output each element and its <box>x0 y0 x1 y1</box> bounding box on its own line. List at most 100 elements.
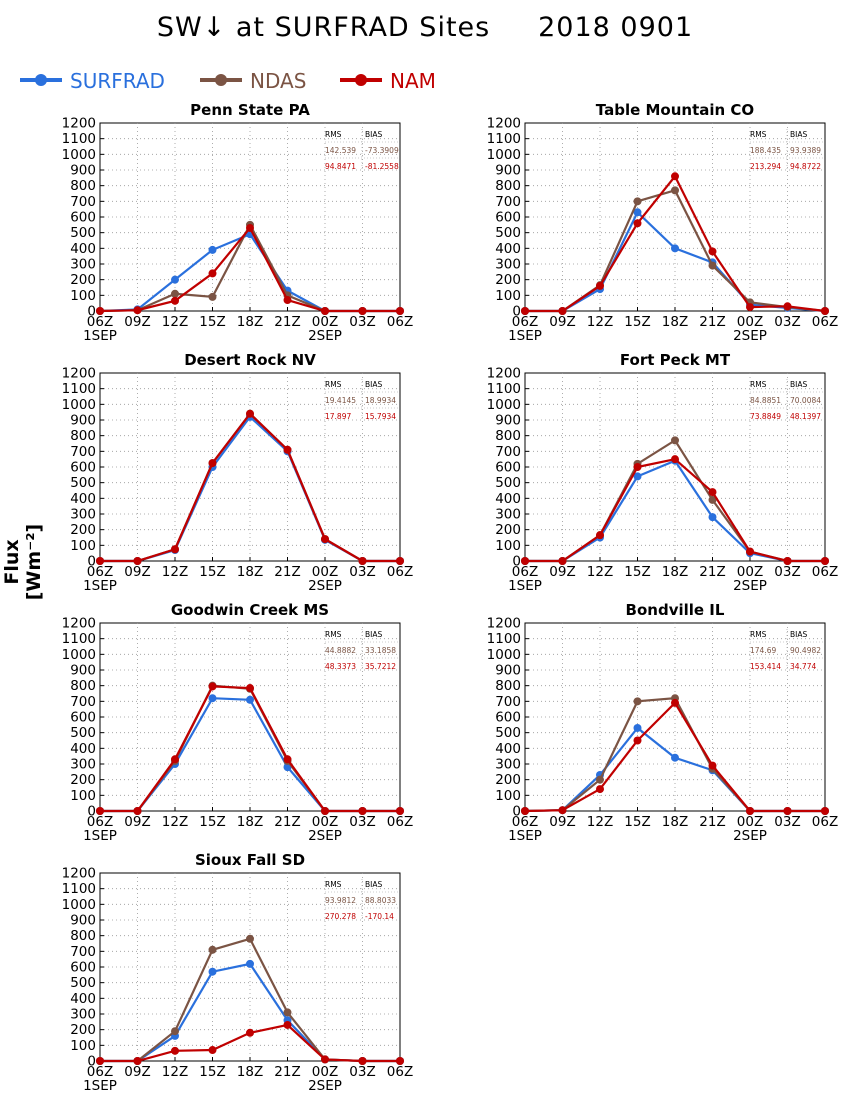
series-nam <box>96 409 404 565</box>
data-point <box>633 459 642 468</box>
series-ndas <box>521 436 829 565</box>
y-tick-label: 800 <box>495 678 521 694</box>
y-tick-label: 300 <box>70 257 96 273</box>
legend-label: NAM <box>390 69 436 93</box>
stats-nam-bias: 34.774 <box>790 662 816 671</box>
data-point <box>96 557 104 565</box>
data-point <box>521 307 529 315</box>
y-tick-label: 100 <box>495 788 521 804</box>
x-tick-label: 00Z <box>312 814 338 830</box>
data-point <box>671 698 679 707</box>
data-point <box>708 258 717 267</box>
x-tick-label: 12Z <box>587 814 613 830</box>
data-point <box>283 447 292 456</box>
series-line <box>525 189 826 313</box>
x-date-label: 1SEP <box>83 578 117 594</box>
data-point <box>283 1020 292 1029</box>
data-point <box>321 307 329 315</box>
legend-marker <box>215 74 227 86</box>
x-tick-label: 00Z <box>312 564 338 580</box>
series-line <box>100 697 400 813</box>
data-point <box>558 307 567 315</box>
data-point <box>396 307 404 315</box>
stats-nam-bias: -170.14 <box>365 912 394 921</box>
y-tick-label: 1000 <box>62 897 96 913</box>
x-tick-label: 18Z <box>237 814 263 830</box>
y-tick-label: 0 <box>87 304 96 320</box>
y-tick-label: 300 <box>70 1007 96 1023</box>
data-point <box>746 807 754 815</box>
stats-header: RMS <box>325 130 342 139</box>
series-nam <box>96 1020 404 1065</box>
x-tick-label: 00Z <box>737 564 763 580</box>
y-tick-label: 1000 <box>487 397 521 413</box>
plot-frame <box>99 622 401 812</box>
data-point <box>783 557 792 565</box>
data-point <box>246 409 254 418</box>
data-point <box>133 557 142 565</box>
x-tick-label: 18Z <box>237 1064 263 1080</box>
stats-nam-rms: 270.278 <box>325 912 356 921</box>
data-point <box>358 1057 367 1065</box>
legend-marker <box>35 74 47 86</box>
data-point <box>96 807 104 815</box>
y-tick-label: 500 <box>495 475 521 491</box>
y-tick-label: 0 <box>87 554 96 570</box>
x-date-label: 2SEP <box>733 328 767 344</box>
y-tick-label: 900 <box>70 163 96 179</box>
stats-nam-rms: 153.414 <box>750 662 781 671</box>
data-point <box>671 186 679 195</box>
y-tick-label: 0 <box>512 554 521 570</box>
chart-title: Penn State PA <box>190 101 310 119</box>
data-point <box>708 764 717 773</box>
x-tick-label: 00Z <box>312 1064 338 1080</box>
stats-ndas-rms: 84.8851 <box>750 396 781 405</box>
stats-nam-bias: 48.1397 <box>790 412 821 421</box>
legend-label: NDAS <box>250 69 306 93</box>
series-surfrad <box>521 456 829 565</box>
data-point <box>283 445 292 454</box>
data-point <box>671 244 679 253</box>
series-surfrad <box>521 723 829 815</box>
y-tick-label: 900 <box>495 163 521 179</box>
data-point <box>783 807 792 815</box>
series-ndas <box>96 934 404 1065</box>
data-point <box>633 208 642 217</box>
y-tick-label: 700 <box>495 194 521 210</box>
data-point <box>246 934 254 943</box>
chart-table-mountain-co: Table Mountain CO 01002003004005006007008… <box>487 101 839 344</box>
plot-frame <box>524 372 826 562</box>
x-tick-label: 00Z <box>737 314 763 330</box>
chart-fort-peck-mt: Fort Peck MT 0100200300400500600700800900… <box>487 351 839 594</box>
data-point <box>133 557 142 565</box>
data-point <box>708 488 717 497</box>
x-tick-label: 09Z <box>549 814 575 830</box>
data-point <box>171 756 179 765</box>
data-point <box>283 763 292 772</box>
data-point <box>283 1008 292 1017</box>
data-point <box>321 535 329 544</box>
x-tick-label: 18Z <box>662 564 688 580</box>
data-point <box>171 289 179 298</box>
data-point <box>171 545 179 554</box>
data-point <box>633 197 642 206</box>
data-point <box>521 557 529 565</box>
x-tick-label: 06Z <box>87 314 113 330</box>
series-ndas <box>521 694 829 815</box>
y-tick-label: 500 <box>70 225 96 241</box>
stats-ndas-rms: 19.4145 <box>325 396 356 405</box>
x-date-label: 1SEP <box>83 328 117 344</box>
stats-ndas-bias: 93.9389 <box>790 146 821 155</box>
x-tick-label: 21Z <box>274 1064 300 1080</box>
data-point <box>821 807 829 815</box>
data-point <box>133 1057 142 1065</box>
y-tick-label: 100 <box>70 538 96 554</box>
data-point <box>358 307 367 315</box>
plot-frame <box>524 622 826 812</box>
series-surfrad <box>96 230 404 315</box>
data-point <box>708 261 717 270</box>
data-point <box>171 296 179 305</box>
data-point <box>358 307 367 315</box>
stats-ndas-bias: 33.1858 <box>365 646 396 655</box>
series-line <box>100 415 400 563</box>
